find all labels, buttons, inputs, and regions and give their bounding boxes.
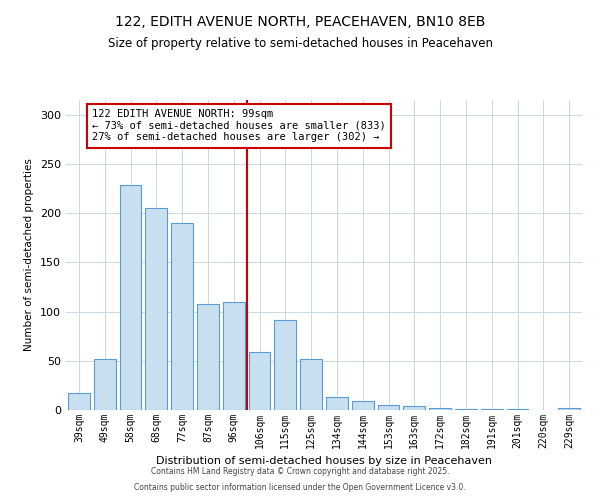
Bar	[506, 409, 529, 410]
Bar	[274, 320, 296, 410]
Y-axis label: Number of semi-detached properties: Number of semi-detached properties	[25, 158, 34, 352]
Text: Contains public sector information licensed under the Open Government Licence v3: Contains public sector information licen…	[134, 483, 466, 492]
Bar	[145, 208, 167, 410]
Bar	[197, 304, 219, 410]
X-axis label: Distribution of semi-detached houses by size in Peacehaven: Distribution of semi-detached houses by …	[156, 456, 492, 466]
Bar	[429, 408, 451, 410]
Text: 122, EDITH AVENUE NORTH, PEACEHAVEN, BN10 8EB: 122, EDITH AVENUE NORTH, PEACEHAVEN, BN1…	[115, 15, 485, 29]
Bar	[94, 359, 116, 410]
Bar	[481, 409, 503, 410]
Bar	[455, 409, 477, 410]
Text: Contains HM Land Registry data © Crown copyright and database right 2025.: Contains HM Land Registry data © Crown c…	[151, 467, 449, 476]
Text: Size of property relative to semi-detached houses in Peacehaven: Size of property relative to semi-detach…	[107, 38, 493, 51]
Bar	[377, 405, 400, 410]
Bar	[326, 397, 348, 410]
Bar	[352, 401, 374, 410]
Bar	[300, 359, 322, 410]
Bar	[119, 184, 142, 410]
Bar	[171, 223, 193, 410]
Bar	[248, 352, 271, 410]
Bar	[223, 302, 245, 410]
Bar	[68, 394, 90, 410]
Bar	[558, 408, 580, 410]
Bar	[403, 406, 425, 410]
Text: 122 EDITH AVENUE NORTH: 99sqm
← 73% of semi-detached houses are smaller (833)
27: 122 EDITH AVENUE NORTH: 99sqm ← 73% of s…	[92, 110, 386, 142]
